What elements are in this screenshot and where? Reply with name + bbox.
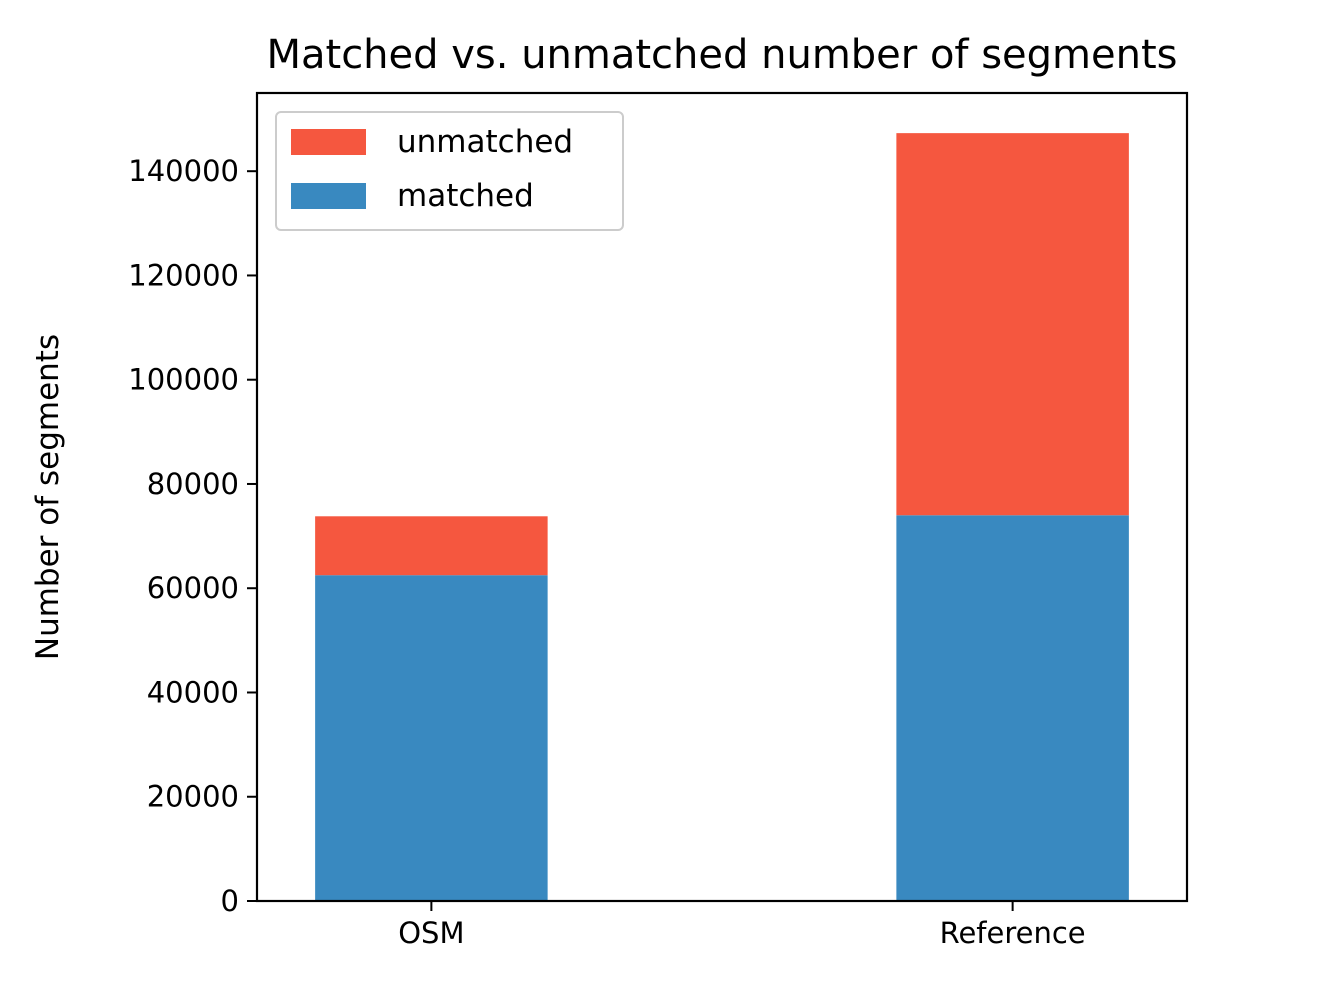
y-tick-label: 120000 [128,258,239,292]
y-tick-label: 60000 [147,571,239,605]
y-tick-label: 40000 [147,675,239,709]
y-tick-label: 0 [221,884,239,918]
bar-matched-reference [896,515,1129,901]
y-tick-label: 20000 [147,780,239,814]
y-tick-label: 100000 [128,363,239,397]
legend: unmatched matched [275,111,624,231]
x-tick-label: Reference [940,916,1086,950]
legend-label-unmatched: unmatched [397,124,573,160]
legend-swatch-matched [291,183,366,209]
axes-layer: 0 20000 40000 60000 80000 100000 120000 140000 O… [128,91,1189,950]
bar-unmatched-osm [315,516,548,576]
bar-matched-osm [315,575,548,901]
legend-swatch-unmatched [291,129,366,155]
bars-layer [315,133,1129,901]
y-tick-label: 80000 [147,467,239,501]
legend-label-matched: matched [397,178,534,214]
plot-frame [255,91,1189,903]
x-tick-label: OSM [398,916,464,950]
bar-unmatched-reference [896,133,1129,516]
y-tick-label: 140000 [128,154,239,188]
chart-title: Matched vs. unmatched number of segments [266,32,1177,78]
y-axis-label: Number of segments [30,334,66,660]
